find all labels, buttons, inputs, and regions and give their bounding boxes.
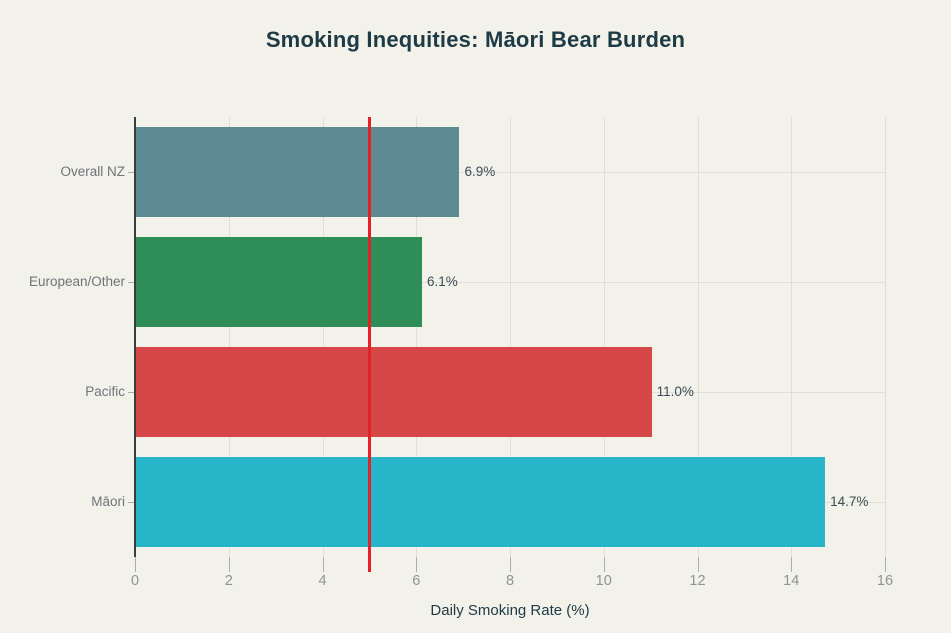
x-tick-label: 12 xyxy=(689,573,706,589)
y-axis-tick xyxy=(128,502,135,503)
x-axis-tick xyxy=(603,557,605,572)
x-tick-label: 4 xyxy=(318,573,327,589)
x-tick-label: 14 xyxy=(783,573,800,589)
category-label-maori: Māori xyxy=(91,494,125,509)
x-axis-tick xyxy=(791,557,793,572)
x-axis-tick xyxy=(135,557,136,572)
x-axis-tick xyxy=(885,557,886,572)
value-label-european-other: 6.1% xyxy=(426,274,458,289)
chart-title: Smoking Inequities: Māori Bear Burden xyxy=(265,27,686,52)
x-axis-tick xyxy=(228,557,230,572)
x-axis-tick xyxy=(322,557,324,572)
vertical-gridline xyxy=(510,117,511,557)
horizontal-gridline xyxy=(135,282,885,283)
y-axis-tick xyxy=(128,282,135,283)
x-tick-label: 6 xyxy=(412,573,421,589)
x-axis-label: Daily Smoking Rate (%) xyxy=(430,602,590,619)
x-axis-tick xyxy=(416,557,418,572)
x-axis-tick xyxy=(697,557,699,572)
x-tick-label: 10 xyxy=(595,573,612,589)
bar-european-other xyxy=(136,237,422,327)
x-tick-label: 8 xyxy=(505,573,515,589)
vertical-gridline xyxy=(885,117,886,557)
y-axis-line xyxy=(134,117,136,557)
category-label-overall-nz: Overall NZ xyxy=(60,164,125,179)
value-label-overall-nz: 6.9% xyxy=(464,164,496,179)
category-label-pacific: Pacific xyxy=(85,384,125,399)
reference-line xyxy=(367,117,371,572)
x-axis-tick xyxy=(510,557,511,572)
value-label-maori: 14.7% xyxy=(830,494,869,509)
vertical-gridline xyxy=(603,117,605,557)
category-label-european-other: European/Other xyxy=(28,274,125,289)
vertical-gridline xyxy=(228,117,230,557)
vertical-gridline xyxy=(416,117,418,557)
bar-overall-nz xyxy=(136,127,460,217)
x-tick-label: 2 xyxy=(224,573,233,589)
x-tick-label: 0 xyxy=(130,573,140,589)
vertical-gridline xyxy=(697,117,699,557)
x-tick-label: 16 xyxy=(876,573,894,589)
y-axis-tick xyxy=(128,172,135,173)
bar-maori xyxy=(136,457,826,547)
vertical-gridline xyxy=(322,117,324,557)
horizontal-gridline xyxy=(135,172,885,173)
y-axis-tick xyxy=(128,392,135,393)
bar-pacific xyxy=(136,347,652,437)
value-label-pacific: 11.0% xyxy=(656,384,694,399)
vertical-gridline xyxy=(791,117,793,557)
plot-area: 0 2 4 6 8 10 12 14 16 Overall NZ 6.9% European/Othe… xyxy=(29,117,893,589)
